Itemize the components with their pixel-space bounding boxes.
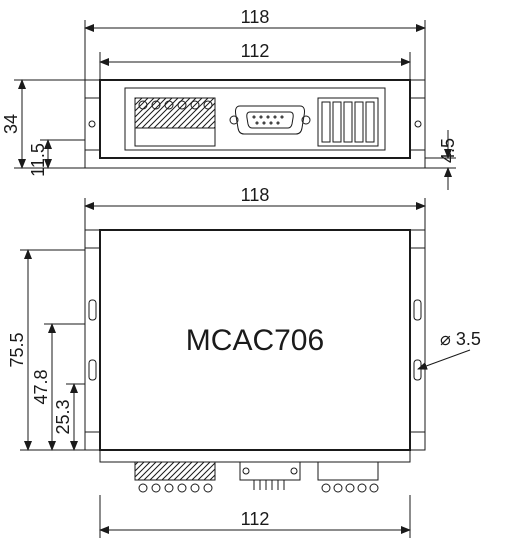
front-view: MCAC706	[85, 230, 425, 492]
dim-front-25.3: 25.3	[53, 384, 85, 450]
dim-25-3: 25.3	[53, 399, 73, 434]
model-label: MCAC706	[186, 324, 324, 357]
dim-mid-118: 118	[85, 185, 425, 230]
dim-47-8: 47.8	[31, 369, 51, 404]
dim-11-5: 11.5	[28, 143, 48, 177]
dim-118-mid: 118	[241, 185, 270, 205]
dim-bottom-112: 112	[100, 495, 410, 538]
dim-75-5: 75.5	[7, 332, 27, 367]
dim-112-top: 112	[241, 41, 270, 61]
dim-hole-dia: ⌀ 3.5	[418, 329, 481, 369]
dim-right-4.5: 4.5	[425, 130, 458, 190]
dim-112-bottom: 112	[241, 509, 270, 529]
dim-front-75.5: 75.5	[7, 250, 85, 450]
dim-4-5: 4.5	[438, 138, 458, 163]
top-view	[85, 80, 425, 168]
dim-dia-3-5: ⌀ 3.5	[440, 329, 481, 349]
dim-left-11.5: 11.5	[28, 140, 85, 177]
db9-connector	[230, 106, 310, 134]
dim-34: 34	[1, 114, 21, 134]
dim-118-top: 118	[241, 7, 270, 27]
dim-top-112: 112	[100, 41, 410, 80]
